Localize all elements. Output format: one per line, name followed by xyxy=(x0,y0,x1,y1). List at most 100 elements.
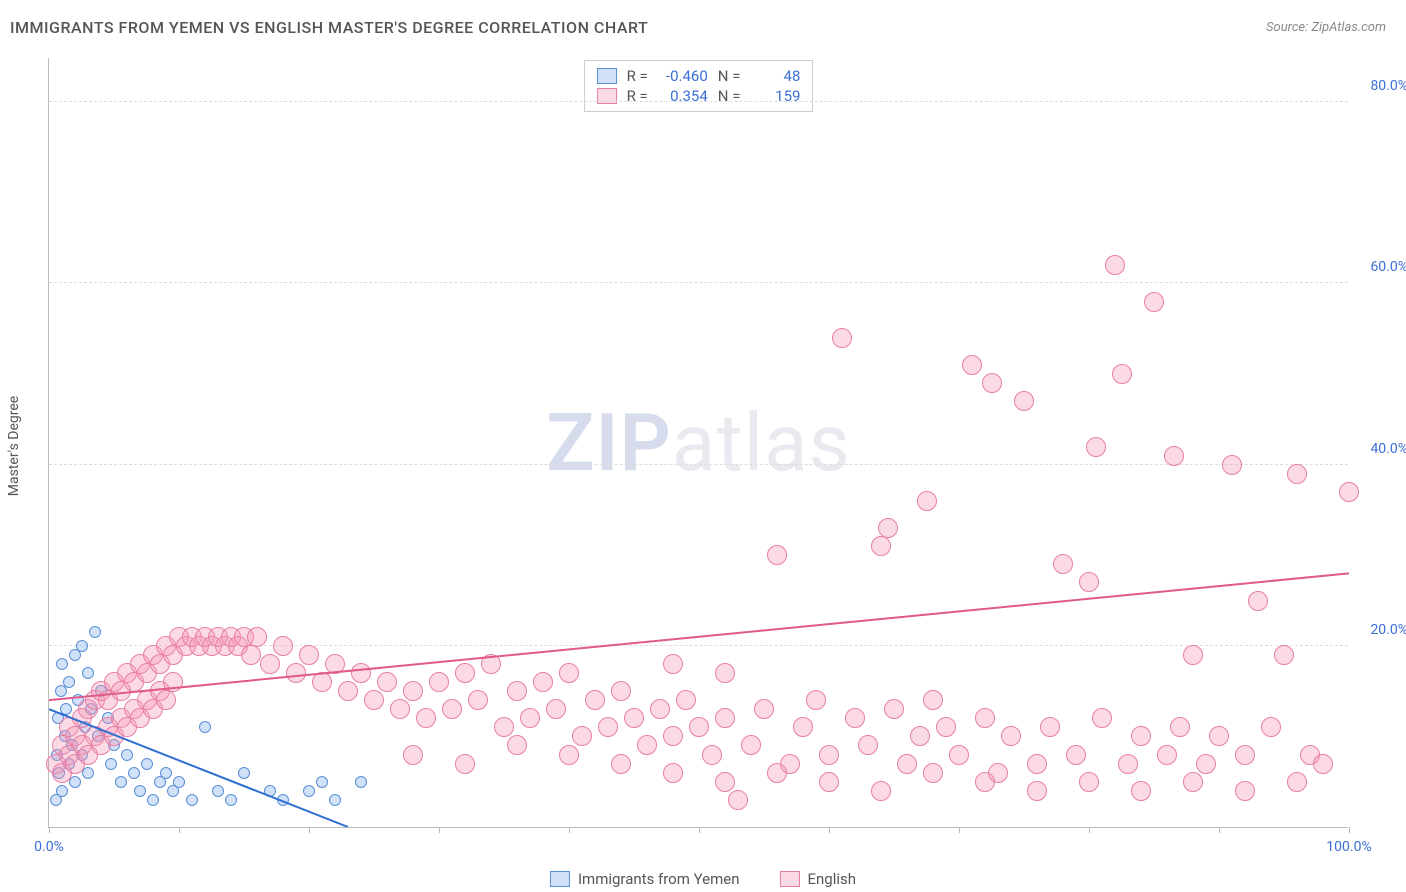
scatter-point xyxy=(676,690,696,710)
scatter-point xyxy=(299,645,319,665)
stats-legend-box: R =-0.460N =48R =0.354N =159 xyxy=(584,60,814,112)
scatter-point xyxy=(303,785,315,797)
scatter-point xyxy=(241,645,261,665)
scatter-point xyxy=(212,785,224,797)
scatter-point xyxy=(715,772,735,792)
x-tick-mark xyxy=(699,827,700,833)
scatter-point xyxy=(128,767,140,779)
scatter-point xyxy=(316,776,328,788)
scatter-point xyxy=(260,654,280,674)
scatter-point xyxy=(1079,772,1099,792)
scatter-point xyxy=(141,758,153,770)
gridline xyxy=(49,464,1348,465)
scatter-point xyxy=(598,717,618,737)
watermark: ZIPatlas xyxy=(546,396,851,490)
scatter-point xyxy=(572,726,592,746)
scatter-point xyxy=(147,794,159,806)
scatter-point xyxy=(793,717,813,737)
stats-row: R =-0.460N =48 xyxy=(597,67,801,85)
scatter-point xyxy=(884,699,904,719)
scatter-point xyxy=(897,754,917,774)
scatter-point xyxy=(650,699,670,719)
x-tick-mark xyxy=(829,827,830,833)
scatter-point xyxy=(754,699,774,719)
scatter-point xyxy=(1313,754,1333,774)
scatter-point xyxy=(1092,708,1112,728)
source-label: Source: xyxy=(1266,20,1308,35)
scatter-point xyxy=(56,658,68,670)
r-label: R = xyxy=(627,87,648,105)
scatter-point xyxy=(351,663,371,683)
y-tick-label: 80.0% xyxy=(1353,78,1406,94)
scatter-point xyxy=(355,776,367,788)
scatter-point xyxy=(1014,391,1034,411)
x-tick-mark xyxy=(959,827,960,833)
scatter-point xyxy=(494,717,514,737)
x-tick-label: 0.0% xyxy=(34,839,64,855)
scatter-point xyxy=(663,726,683,746)
scatter-point xyxy=(56,785,68,797)
scatter-point xyxy=(82,667,94,679)
scatter-point xyxy=(1157,745,1177,765)
scatter-point xyxy=(403,745,423,765)
scatter-point xyxy=(1040,717,1060,737)
scatter-point xyxy=(121,749,133,761)
scatter-point xyxy=(1118,754,1138,774)
regression-lines xyxy=(49,57,1349,827)
scatter-point xyxy=(238,767,250,779)
scatter-point xyxy=(611,681,631,701)
scatter-point xyxy=(60,703,72,715)
x-tick-mark xyxy=(1349,827,1350,833)
scatter-point xyxy=(160,767,172,779)
scatter-point xyxy=(163,672,183,692)
scatter-point xyxy=(910,726,930,746)
stats-row: R =0.354N =159 xyxy=(597,87,801,105)
n-value: 48 xyxy=(750,67,800,85)
legend-label: Immigrants from Yemen xyxy=(578,870,740,888)
y-tick-label: 20.0% xyxy=(1353,622,1406,638)
x-tick-mark xyxy=(49,827,50,833)
scatter-point xyxy=(1287,772,1307,792)
scatter-point xyxy=(819,772,839,792)
y-axis-label: Master's Degree xyxy=(6,396,22,496)
scatter-point xyxy=(663,654,683,674)
scatter-point xyxy=(520,708,540,728)
scatter-point xyxy=(1066,745,1086,765)
scatter-point xyxy=(442,699,462,719)
scatter-point xyxy=(949,745,969,765)
legend-item: Immigrants from Yemen xyxy=(550,870,740,888)
legend-swatch xyxy=(550,871,570,887)
scatter-point xyxy=(455,663,475,683)
scatter-point xyxy=(1235,745,1255,765)
scatter-point xyxy=(871,781,891,801)
r-label: R = xyxy=(627,67,648,85)
scatter-point xyxy=(767,545,787,565)
scatter-point xyxy=(715,663,735,683)
scatter-point xyxy=(917,491,937,511)
scatter-point xyxy=(1053,554,1073,574)
scatter-point xyxy=(364,690,384,710)
scatter-point xyxy=(390,699,410,719)
scatter-point xyxy=(975,772,995,792)
scatter-point xyxy=(975,708,995,728)
scatter-point xyxy=(286,663,306,683)
scatter-point xyxy=(923,763,943,783)
scatter-point xyxy=(559,745,579,765)
scatter-point xyxy=(247,627,267,647)
scatter-point xyxy=(225,794,237,806)
scatter-point xyxy=(1112,364,1132,384)
scatter-point xyxy=(1170,717,1190,737)
scatter-point xyxy=(1222,455,1242,475)
scatter-point xyxy=(585,690,605,710)
scatter-point xyxy=(546,699,566,719)
scatter-point xyxy=(637,735,657,755)
gridline xyxy=(49,101,1348,102)
scatter-point xyxy=(82,767,94,779)
gridline xyxy=(49,282,1348,283)
scatter-point xyxy=(1274,645,1294,665)
scatter-point xyxy=(1027,781,1047,801)
n-label: N = xyxy=(718,67,741,85)
y-tick-label: 40.0% xyxy=(1353,441,1406,457)
scatter-point xyxy=(507,681,527,701)
x-tick-mark xyxy=(1089,827,1090,833)
